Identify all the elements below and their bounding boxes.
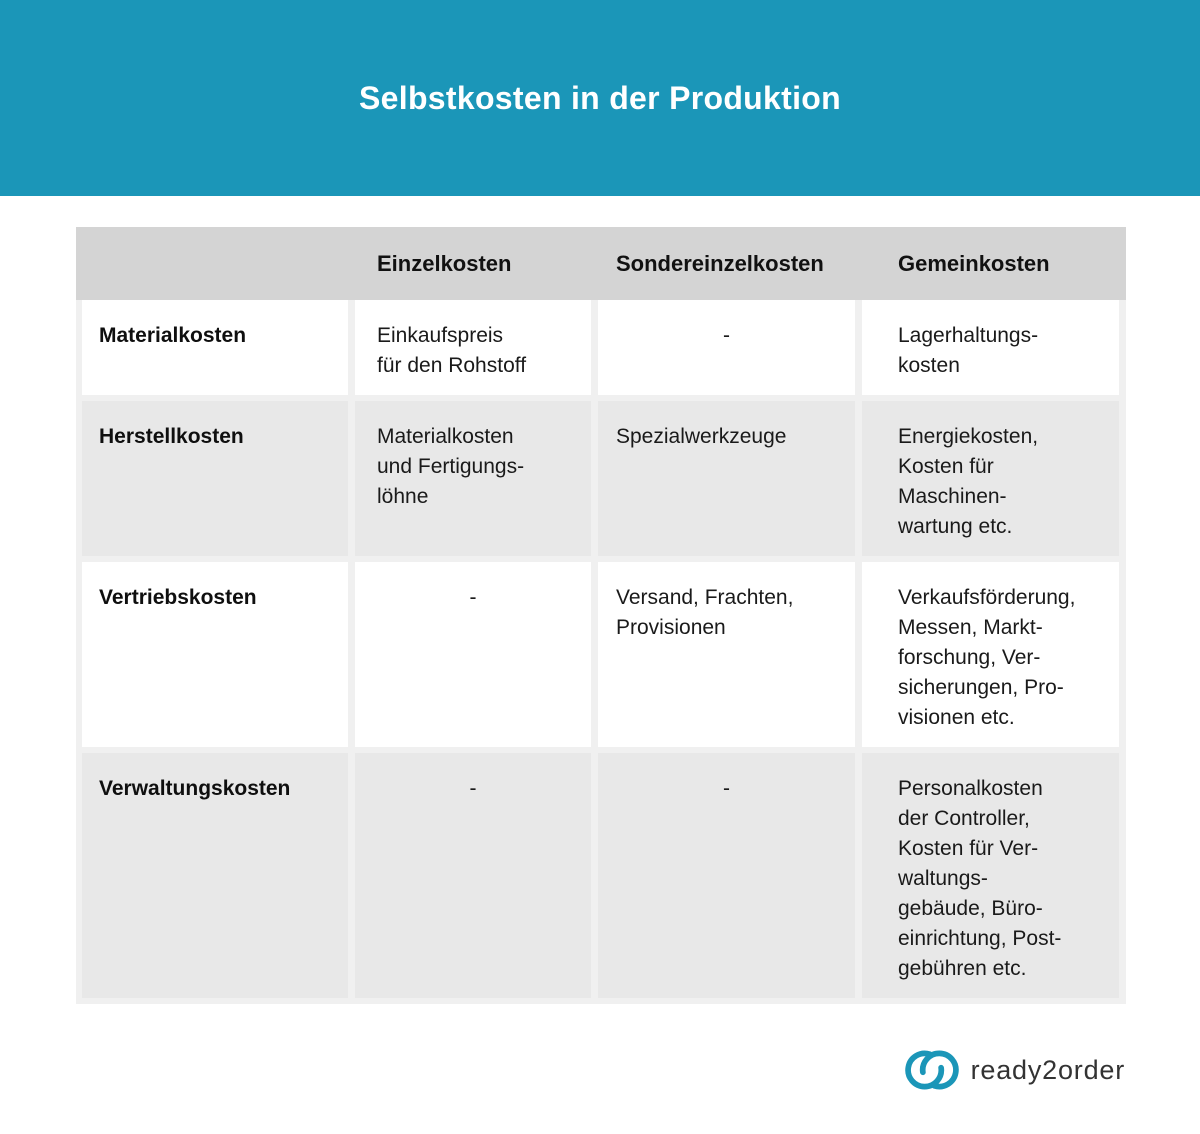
table-row-herstellkosten: Herstellkosten Materialkosten und Fertig… (82, 401, 1120, 556)
table-row-verwaltungskosten: Verwaltungskosten - - Personalkosten der… (82, 753, 1120, 998)
header-cell-gemeinkosten: Gemeinkosten (898, 250, 1050, 276)
header-cell-sondereinzelkosten: Sondereinzelkosten (616, 250, 824, 276)
brand-footer: ready2order (904, 1048, 1125, 1092)
table-cell: Personalkosten der Controller, Kosten fü… (862, 753, 1119, 998)
row-label: Verwaltungskosten (82, 753, 348, 998)
table-cell: Lagerhaltungs- kosten (862, 300, 1119, 395)
table-row-materialkosten: Materialkosten Einkaufspreis für den Roh… (82, 300, 1120, 395)
table-cell: Versand, Frachten, Provisionen (598, 562, 855, 747)
table-cell: Einkaufspreis für den Rohstoff (355, 300, 591, 395)
page-title: Selbstkosten in der Produktion (359, 79, 841, 116)
title-banner: Selbstkosten in der Produktion (0, 0, 1200, 196)
table-cell: Spezialwerkzeuge (598, 401, 855, 556)
table-cell: Energiekosten, Kosten für Maschinen- war… (862, 401, 1119, 556)
row-label: Materialkosten (82, 300, 348, 395)
table-cell: - (355, 753, 591, 998)
table-row-vertriebskosten: Vertriebskosten - Versand, Frachten, Pro… (82, 562, 1120, 747)
table-header-row: Einzelkosten Sondereinzelkosten Gemeinko… (76, 227, 1126, 300)
table-cell: Materialkosten und Fertigungs- löhne (355, 401, 591, 556)
table-cell: - (355, 562, 591, 747)
row-label: Herstellkosten (82, 401, 348, 556)
table-cell: Verkaufsförderung, Messen, Markt- forsch… (862, 562, 1119, 747)
table-cell: - (598, 753, 855, 998)
table-cell: - (598, 300, 855, 395)
brand-name: ready2order (970, 1054, 1125, 1085)
table-body: Materialkosten Einkaufspreis für den Roh… (76, 300, 1126, 1004)
row-label: Vertriebskosten (82, 562, 348, 747)
ready2order-logo-icon (904, 1050, 959, 1090)
cost-table: Einzelkosten Sondereinzelkosten Gemeinko… (76, 227, 1126, 1004)
header-cell-einzelkosten: Einzelkosten (377, 250, 512, 276)
